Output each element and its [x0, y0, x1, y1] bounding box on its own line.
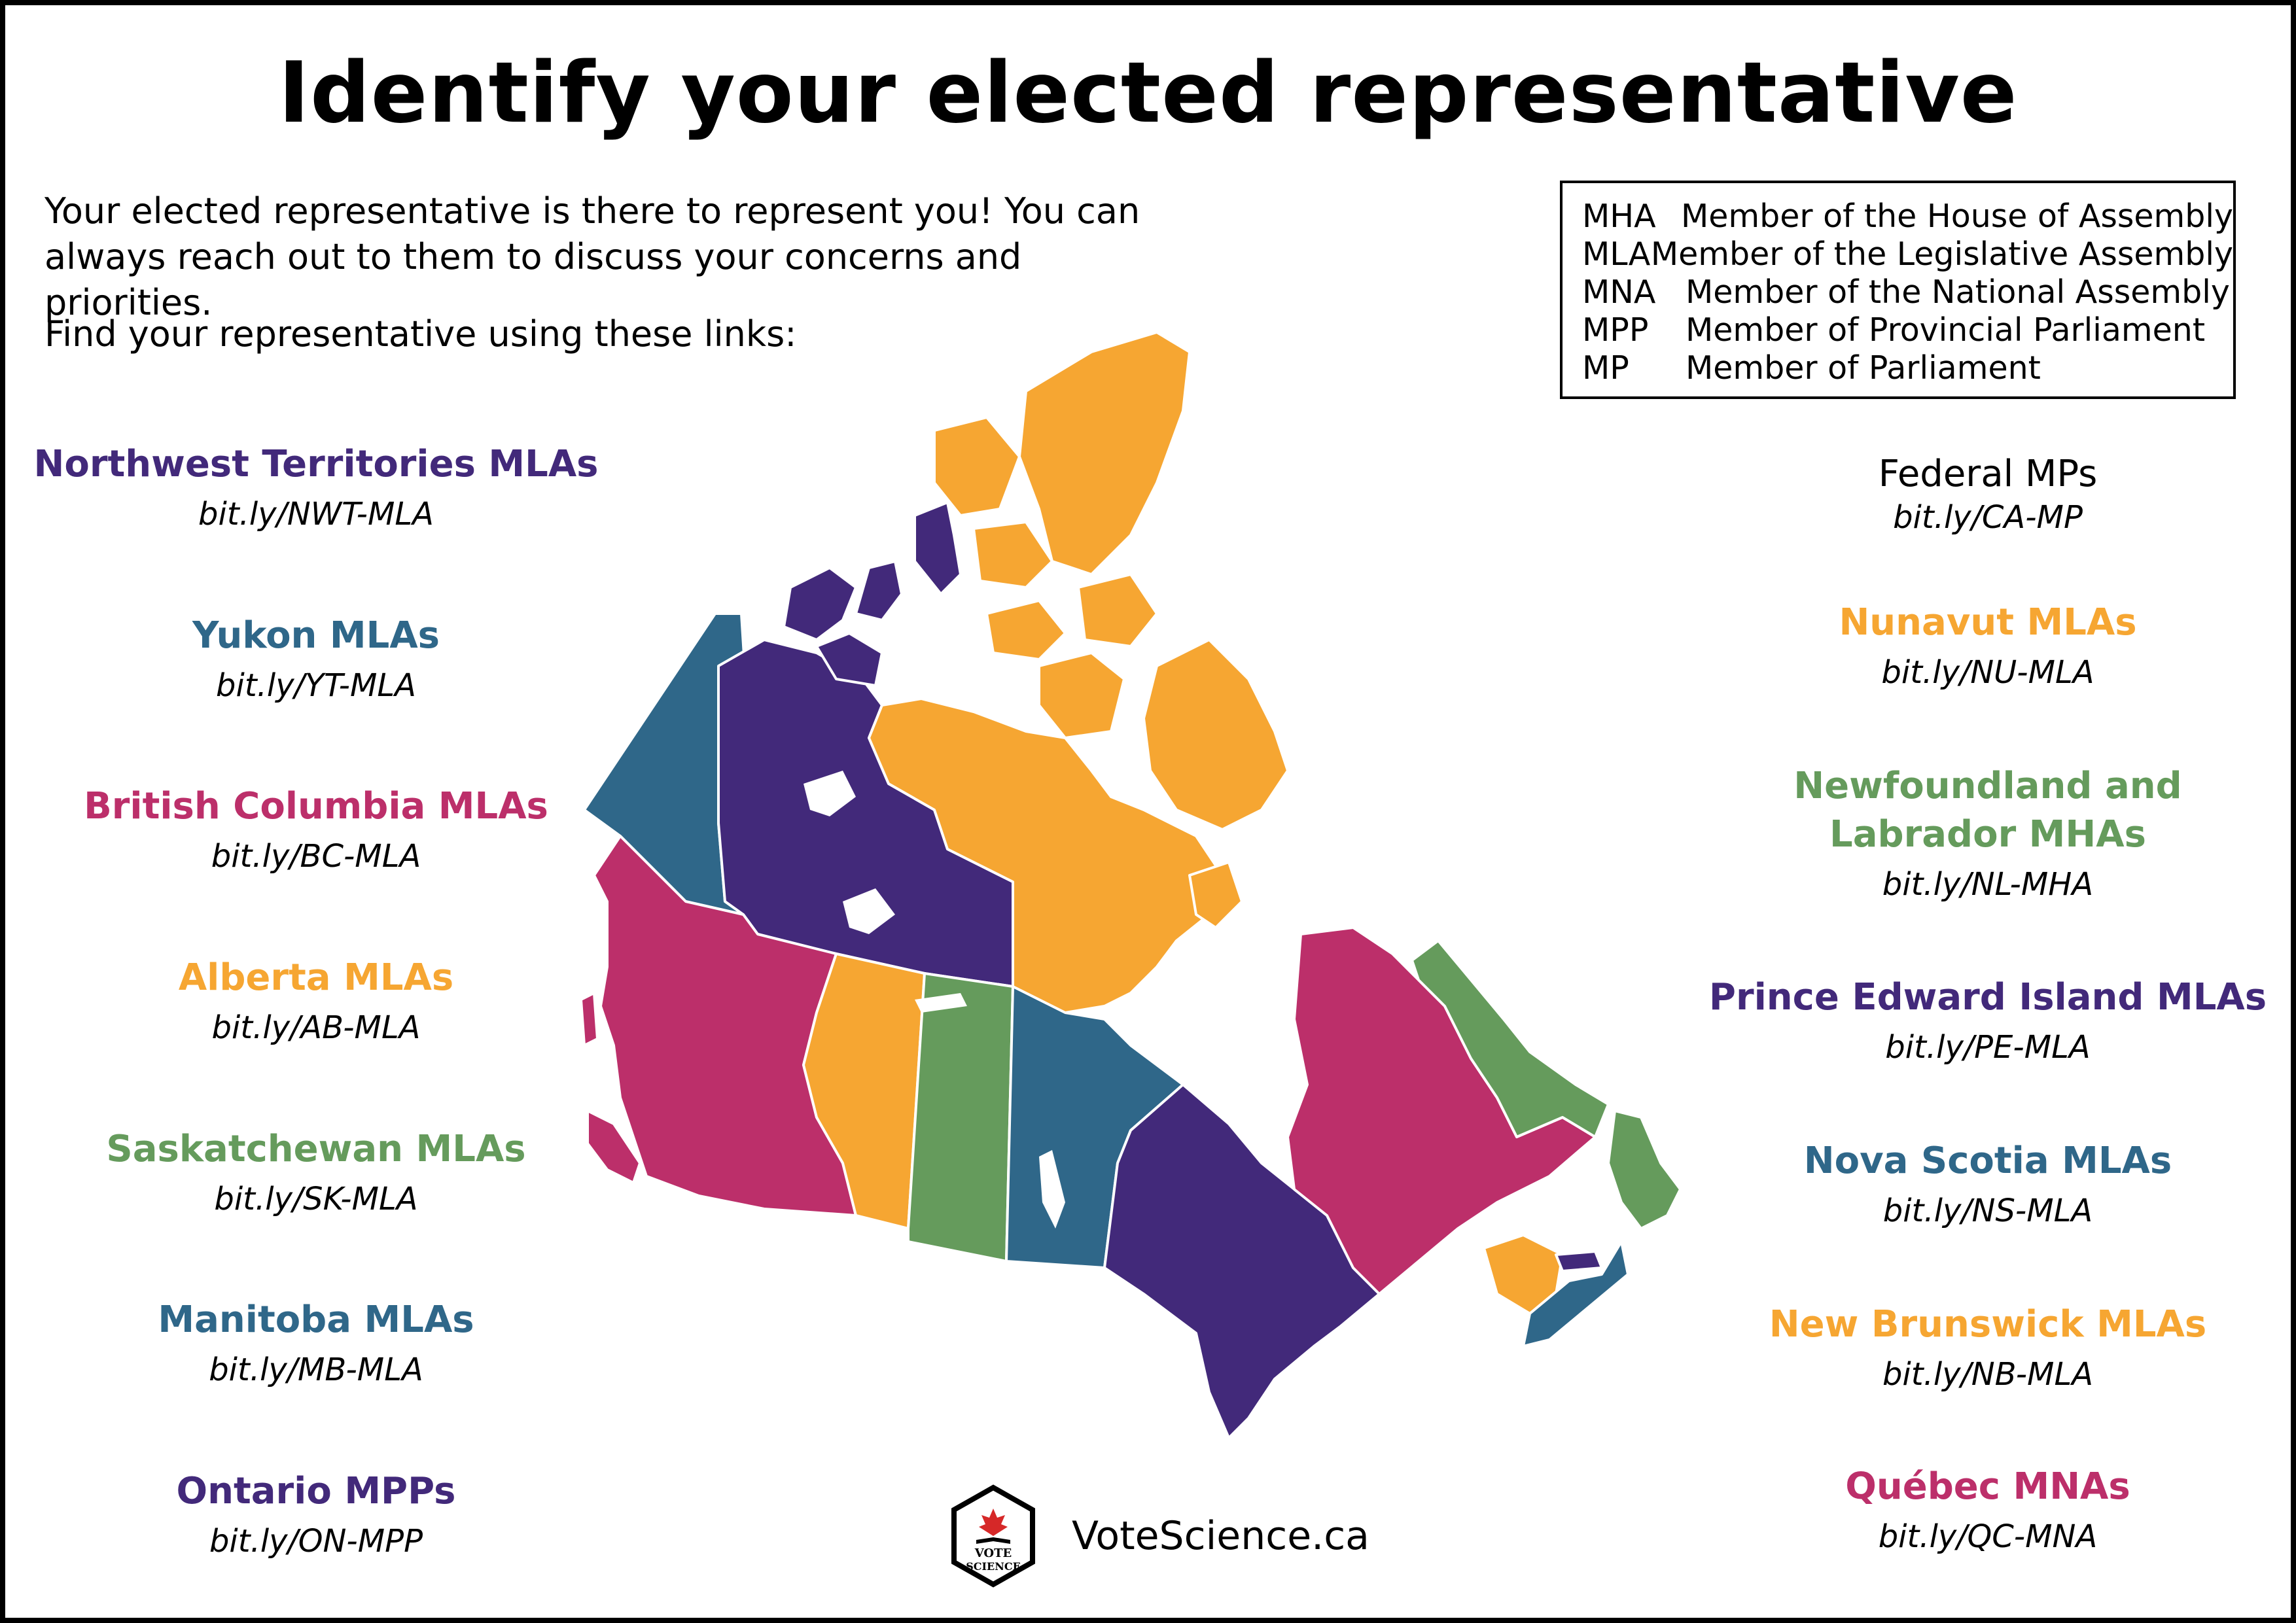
link-british-columbia[interactable]: British Columbia MLAs bit.ly/BC-MLA — [31, 782, 601, 877]
region-british-columbia[interactable] — [593, 835, 857, 1217]
legend-row: MNA Member of the National Assembly — [1582, 273, 2233, 311]
logo-text-science: SCIENCE — [966, 1560, 1021, 1573]
page-title: Identify your elected representative — [278, 44, 2018, 142]
link-url[interactable]: bit.ly/YT-MLA — [216, 667, 416, 704]
link-northwest-territories[interactable]: Northwest Territories MLAs bit.ly/NWT-ML… — [31, 440, 601, 534]
region-newfoundland[interactable] — [1607, 1109, 1682, 1230]
link-alberta[interactable]: Alberta MLAs bit.ly/AB-MLA — [31, 954, 601, 1048]
legend-abbr: MP — [1582, 349, 1629, 387]
great-slave-lake — [843, 888, 895, 934]
region-nunavut-island[interactable] — [972, 521, 1053, 589]
legend-abbr: MLA — [1582, 236, 1651, 273]
link-url[interactable]: bit.ly/NB-MLA — [1882, 1356, 2094, 1393]
find-text: Find your representative using these lin… — [44, 313, 797, 355]
link-federal[interactable]: Federal MPs bit.ly/CA-MP — [1706, 450, 2269, 538]
legend-full: Member of Parliament — [1686, 349, 2041, 387]
link-title: Prince Edward Island MLAs — [1708, 976, 2267, 1019]
legend-full: Member of the Legislative Assembly — [1650, 236, 2233, 273]
link-url[interactable]: bit.ly/CA-MP — [1893, 499, 2083, 536]
region-prince-edward-island[interactable] — [1555, 1250, 1603, 1272]
lake-athabasca — [915, 993, 967, 1013]
link-url[interactable]: bit.ly/ON-MPP — [209, 1523, 423, 1560]
link-url[interactable]: bit.ly/NWT-MLA — [198, 496, 434, 532]
region-nunavut-island[interactable] — [1077, 573, 1158, 648]
legend-abbr: MHA — [1582, 198, 1656, 235]
link-title: Nova Scotia MLAs — [1803, 1140, 2172, 1182]
site-url[interactable]: VoteScience.ca — [1072, 1513, 1369, 1559]
link-quebec[interactable]: Québec MNAs bit.ly/QC-MNA — [1706, 1463, 2269, 1557]
link-nunavut[interactable]: Nunavut MLAs bit.ly/NU-MLA — [1706, 599, 2269, 693]
intro-line-1: Your elected representative is there to … — [44, 190, 1140, 232]
link-title-line-2: Labrador MHAs — [1829, 813, 2146, 856]
legend-row: MPP Member of Provincial Parliament — [1582, 311, 2233, 349]
link-url[interactable]: bit.ly/QC-MNA — [1878, 1518, 2098, 1555]
great-bear-lake — [804, 771, 856, 816]
legend-full: Member of Provincial Parliament — [1686, 311, 2206, 349]
intro-text: Your elected representative is there to … — [44, 188, 1196, 326]
vote-science-logo: VOTE SCIENCE — [951, 1484, 1035, 1588]
link-title: Federal MPs — [1878, 453, 2098, 495]
link-new-brunswick[interactable]: New Brunswick MLAs bit.ly/NB-MLA — [1706, 1300, 2269, 1395]
link-ontario[interactable]: Ontario MPPs bit.ly/ON-MPP — [31, 1467, 601, 1562]
link-title: British Columbia MLAs — [84, 785, 548, 828]
region-saskatchewan[interactable] — [907, 972, 1014, 1263]
link-title: New Brunswick MLAs — [1769, 1303, 2207, 1346]
region-northwest-territories-island[interactable] — [783, 567, 857, 641]
link-title: Ontario MPPs — [176, 1470, 456, 1512]
region-nunavut-island[interactable] — [1038, 652, 1125, 739]
region-nunavut-island[interactable] — [1188, 861, 1243, 929]
link-manitoba[interactable]: Manitoba MLAs bit.ly/MB-MLA — [31, 1296, 601, 1390]
region-nova-scotia[interactable] — [1522, 1240, 1629, 1348]
region-nunavut-ellesmere[interactable] — [1018, 331, 1191, 576]
link-url[interactable]: bit.ly/SK-MLA — [214, 1181, 418, 1217]
legend-row: MLA Member of the Legislative Assembly — [1582, 236, 2233, 273]
region-northwest-territories-island[interactable] — [815, 632, 883, 687]
intro-line-2: always reach out to them to discuss your… — [44, 236, 1022, 323]
link-yukon[interactable]: Yukon MLAs bit.ly/YT-MLA — [31, 612, 601, 706]
region-british-columbia-island[interactable] — [586, 1109, 641, 1184]
canada-map — [580, 331, 1682, 1439]
logo-text-vote: VOTE — [974, 1546, 1012, 1560]
hudson-bay — [1144, 941, 1307, 1163]
region-northwest-territories-island[interactable] — [855, 560, 903, 621]
region-nunavut-island[interactable] — [933, 416, 1021, 517]
region-nunavut[interactable] — [868, 697, 1224, 1014]
link-url[interactable]: bit.ly/MB-MLA — [209, 1352, 423, 1388]
link-title: Québec MNAs — [1845, 1465, 2130, 1508]
link-title: Manitoba MLAs — [158, 1299, 474, 1341]
maple-leaf-icon — [979, 1509, 1008, 1536]
link-url[interactable]: bit.ly/BC-MLA — [211, 838, 421, 875]
link-newfoundland-labrador[interactable]: Newfoundland and Labrador MHAs bit.ly/NL… — [1706, 762, 2269, 905]
link-title: Yukon MLAs — [192, 614, 440, 657]
region-nunavut-island[interactable] — [985, 599, 1067, 661]
link-url[interactable]: bit.ly/NU-MLA — [1881, 654, 2094, 691]
region-british-columbia-island[interactable] — [580, 992, 599, 1047]
abbreviation-legend: MHA Member of the House of Assembly MLA Me… — [1560, 181, 2236, 399]
region-northwest-territories-island[interactable] — [913, 501, 962, 595]
link-url[interactable]: bit.ly/AB-MLA — [211, 1009, 421, 1046]
link-title-line-1: Newfoundland and — [1793, 765, 2182, 807]
link-nova-scotia[interactable]: Nova Scotia MLAs bit.ly/NS-MLA — [1706, 1137, 2269, 1231]
link-url[interactable]: bit.ly/PE-MLA — [1885, 1029, 2091, 1066]
legend-row: MHA Member of the House of Assembly — [1582, 198, 2233, 236]
link-saskatchewan[interactable]: Saskatchewan MLAs bit.ly/SK-MLA — [31, 1125, 601, 1219]
region-labrador[interactable] — [1411, 939, 1610, 1138]
legend-row: MP Member of Parliament — [1582, 349, 2233, 387]
link-url[interactable]: bit.ly/NL-MHA — [1882, 866, 2094, 903]
link-title: Saskatchewan MLAs — [106, 1128, 526, 1170]
legend-full: Member of the National Assembly — [1686, 273, 2230, 311]
lake-winnipeg — [1039, 1150, 1065, 1229]
link-prince-edward-island[interactable]: Prince Edward Island MLAs bit.ly/PE-MLA — [1706, 973, 2269, 1068]
link-title: Northwest Territories MLAs — [33, 443, 599, 485]
region-nunavut-baffin[interactable] — [1142, 638, 1289, 831]
link-url[interactable]: bit.ly/NS-MLA — [1882, 1193, 2093, 1229]
legend-abbr: MNA — [1582, 273, 1656, 311]
link-title: Alberta MLAs — [178, 956, 454, 999]
legend-full: Member of the House of Assembly — [1680, 198, 2233, 235]
link-title: Nunavut MLAs — [1839, 601, 2137, 644]
legend-abbr: MPP — [1582, 311, 1649, 349]
